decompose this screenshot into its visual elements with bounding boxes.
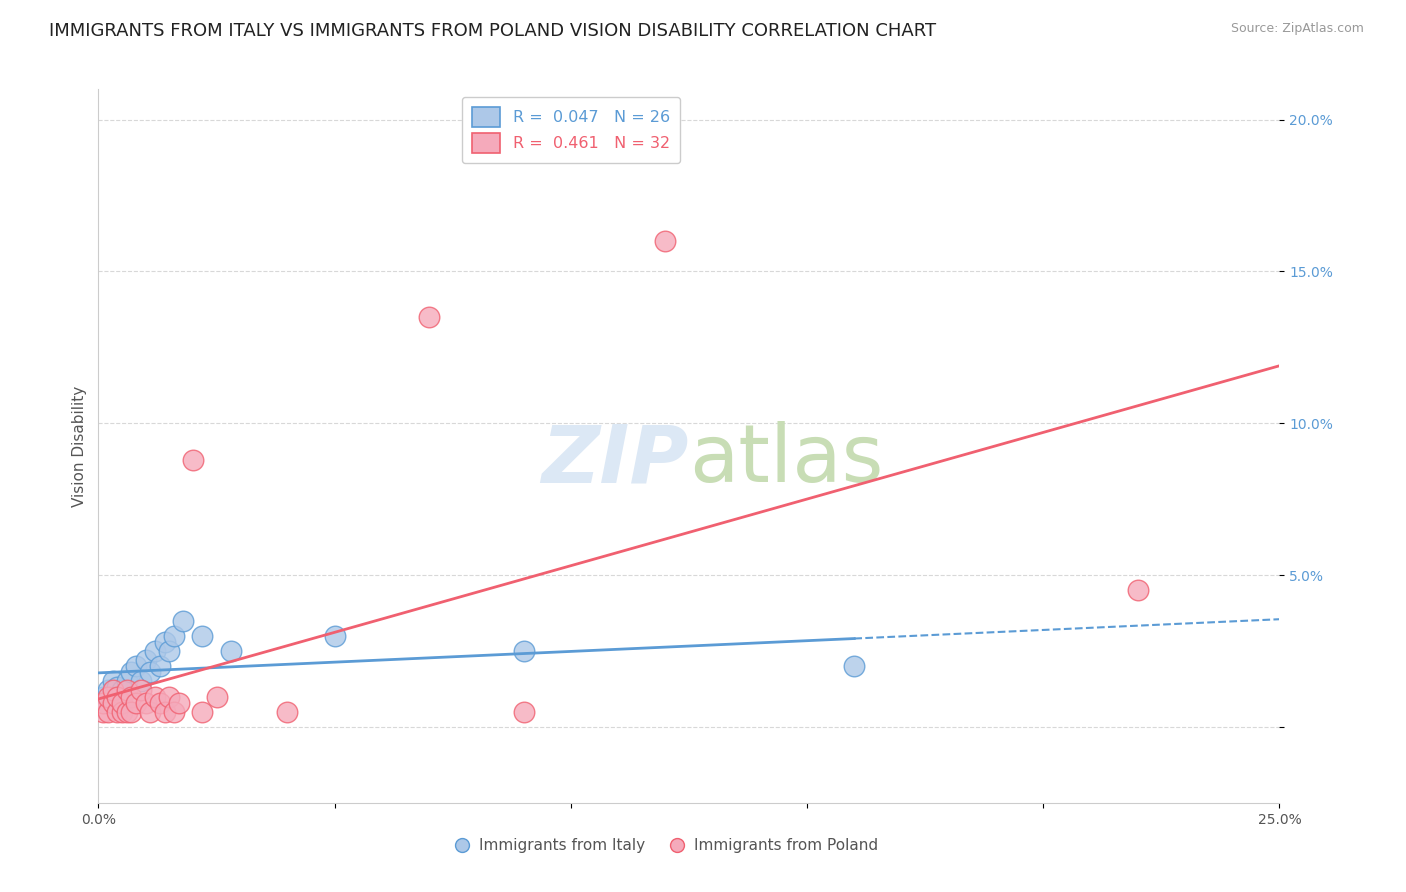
Point bbox=[276, 705, 298, 719]
Point bbox=[153, 635, 176, 649]
Point bbox=[172, 614, 194, 628]
Point bbox=[121, 665, 143, 680]
Point bbox=[111, 683, 134, 698]
Point bbox=[135, 696, 157, 710]
Point bbox=[418, 310, 440, 324]
Point bbox=[163, 705, 186, 719]
Text: Source: ZipAtlas.com: Source: ZipAtlas.com bbox=[1230, 22, 1364, 36]
Point bbox=[219, 644, 242, 658]
Point bbox=[91, 690, 114, 704]
Point bbox=[205, 690, 228, 704]
Text: ZIP: ZIP bbox=[541, 421, 689, 500]
Point bbox=[1126, 583, 1149, 598]
Point bbox=[115, 705, 138, 719]
Point bbox=[97, 683, 120, 698]
Point bbox=[91, 696, 114, 710]
Point bbox=[143, 644, 166, 658]
Point bbox=[101, 696, 124, 710]
Point bbox=[323, 629, 346, 643]
Point bbox=[181, 452, 204, 467]
Point bbox=[125, 659, 148, 673]
Point bbox=[105, 690, 128, 704]
Point bbox=[97, 705, 120, 719]
Point bbox=[121, 705, 143, 719]
Point bbox=[101, 690, 124, 704]
Point bbox=[143, 690, 166, 704]
Point bbox=[129, 674, 152, 689]
Point bbox=[163, 629, 186, 643]
Point bbox=[512, 705, 534, 719]
Point bbox=[111, 696, 134, 710]
Point bbox=[101, 683, 124, 698]
Point bbox=[135, 653, 157, 667]
Point bbox=[844, 659, 866, 673]
Point bbox=[157, 644, 180, 658]
Point bbox=[654, 234, 676, 248]
Point bbox=[121, 690, 143, 704]
Point bbox=[157, 690, 180, 704]
Point bbox=[129, 683, 152, 698]
Y-axis label: Vision Disability: Vision Disability bbox=[72, 385, 87, 507]
Point bbox=[105, 705, 128, 719]
Point bbox=[115, 683, 138, 698]
Point bbox=[153, 705, 176, 719]
Text: IMMIGRANTS FROM ITALY VS IMMIGRANTS FROM POLAND VISION DISABILITY CORRELATION CH: IMMIGRANTS FROM ITALY VS IMMIGRANTS FROM… bbox=[49, 22, 936, 40]
Point bbox=[125, 696, 148, 710]
Point bbox=[111, 696, 134, 710]
Point bbox=[115, 674, 138, 689]
Point bbox=[167, 696, 190, 710]
Point bbox=[149, 696, 172, 710]
Point bbox=[105, 681, 128, 695]
Point bbox=[191, 705, 214, 719]
Point bbox=[139, 705, 162, 719]
Point bbox=[191, 629, 214, 643]
Point bbox=[91, 705, 114, 719]
Point bbox=[149, 659, 172, 673]
Point bbox=[512, 644, 534, 658]
Text: atlas: atlas bbox=[689, 421, 883, 500]
Point bbox=[111, 705, 134, 719]
Point bbox=[97, 696, 120, 710]
Point bbox=[101, 674, 124, 689]
Point bbox=[97, 690, 120, 704]
Point bbox=[105, 690, 128, 704]
Legend: Immigrants from Italy, Immigrants from Poland: Immigrants from Italy, Immigrants from P… bbox=[447, 832, 884, 859]
Point bbox=[139, 665, 162, 680]
